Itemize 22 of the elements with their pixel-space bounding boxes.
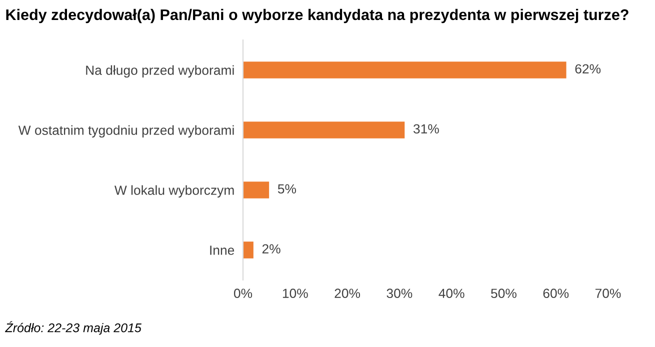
data-label: 2%	[262, 244, 280, 254]
x-tick-label: 70%	[595, 288, 621, 298]
y-tick-label: W ostatnim tygodniu przed wyborami	[18, 125, 234, 138]
bar	[243, 122, 405, 138]
text: Źródło: 22-23 maja 2015	[4, 321, 142, 335]
data-label: 5%	[278, 184, 296, 194]
x-tick-label: 60%	[543, 288, 569, 298]
bar	[243, 242, 254, 258]
data-label: 31%	[413, 124, 439, 134]
x-tick-label: 0%	[234, 288, 252, 298]
bar	[243, 62, 566, 78]
data-label: 62%	[575, 64, 601, 74]
x-tick-label: 10%	[282, 288, 308, 298]
x-tick-label: 20%	[334, 288, 360, 298]
y-tick-label: W lokalu wyborczym	[114, 185, 234, 198]
y-tick-label: Na długo przed wyborami	[86, 65, 234, 78]
bar	[243, 182, 270, 198]
y-tick-label: Inne	[210, 246, 234, 255]
x-tick-label: 40%	[438, 288, 464, 298]
x-tick-label: 30%	[386, 288, 412, 298]
x-tick-label: 50%	[491, 288, 516, 298]
chart-title: Kiedy zdecydował(a) Pan/Pani o wyborze kandydata na prezydenta w pierwszej turze?	[6, 8, 628, 24]
